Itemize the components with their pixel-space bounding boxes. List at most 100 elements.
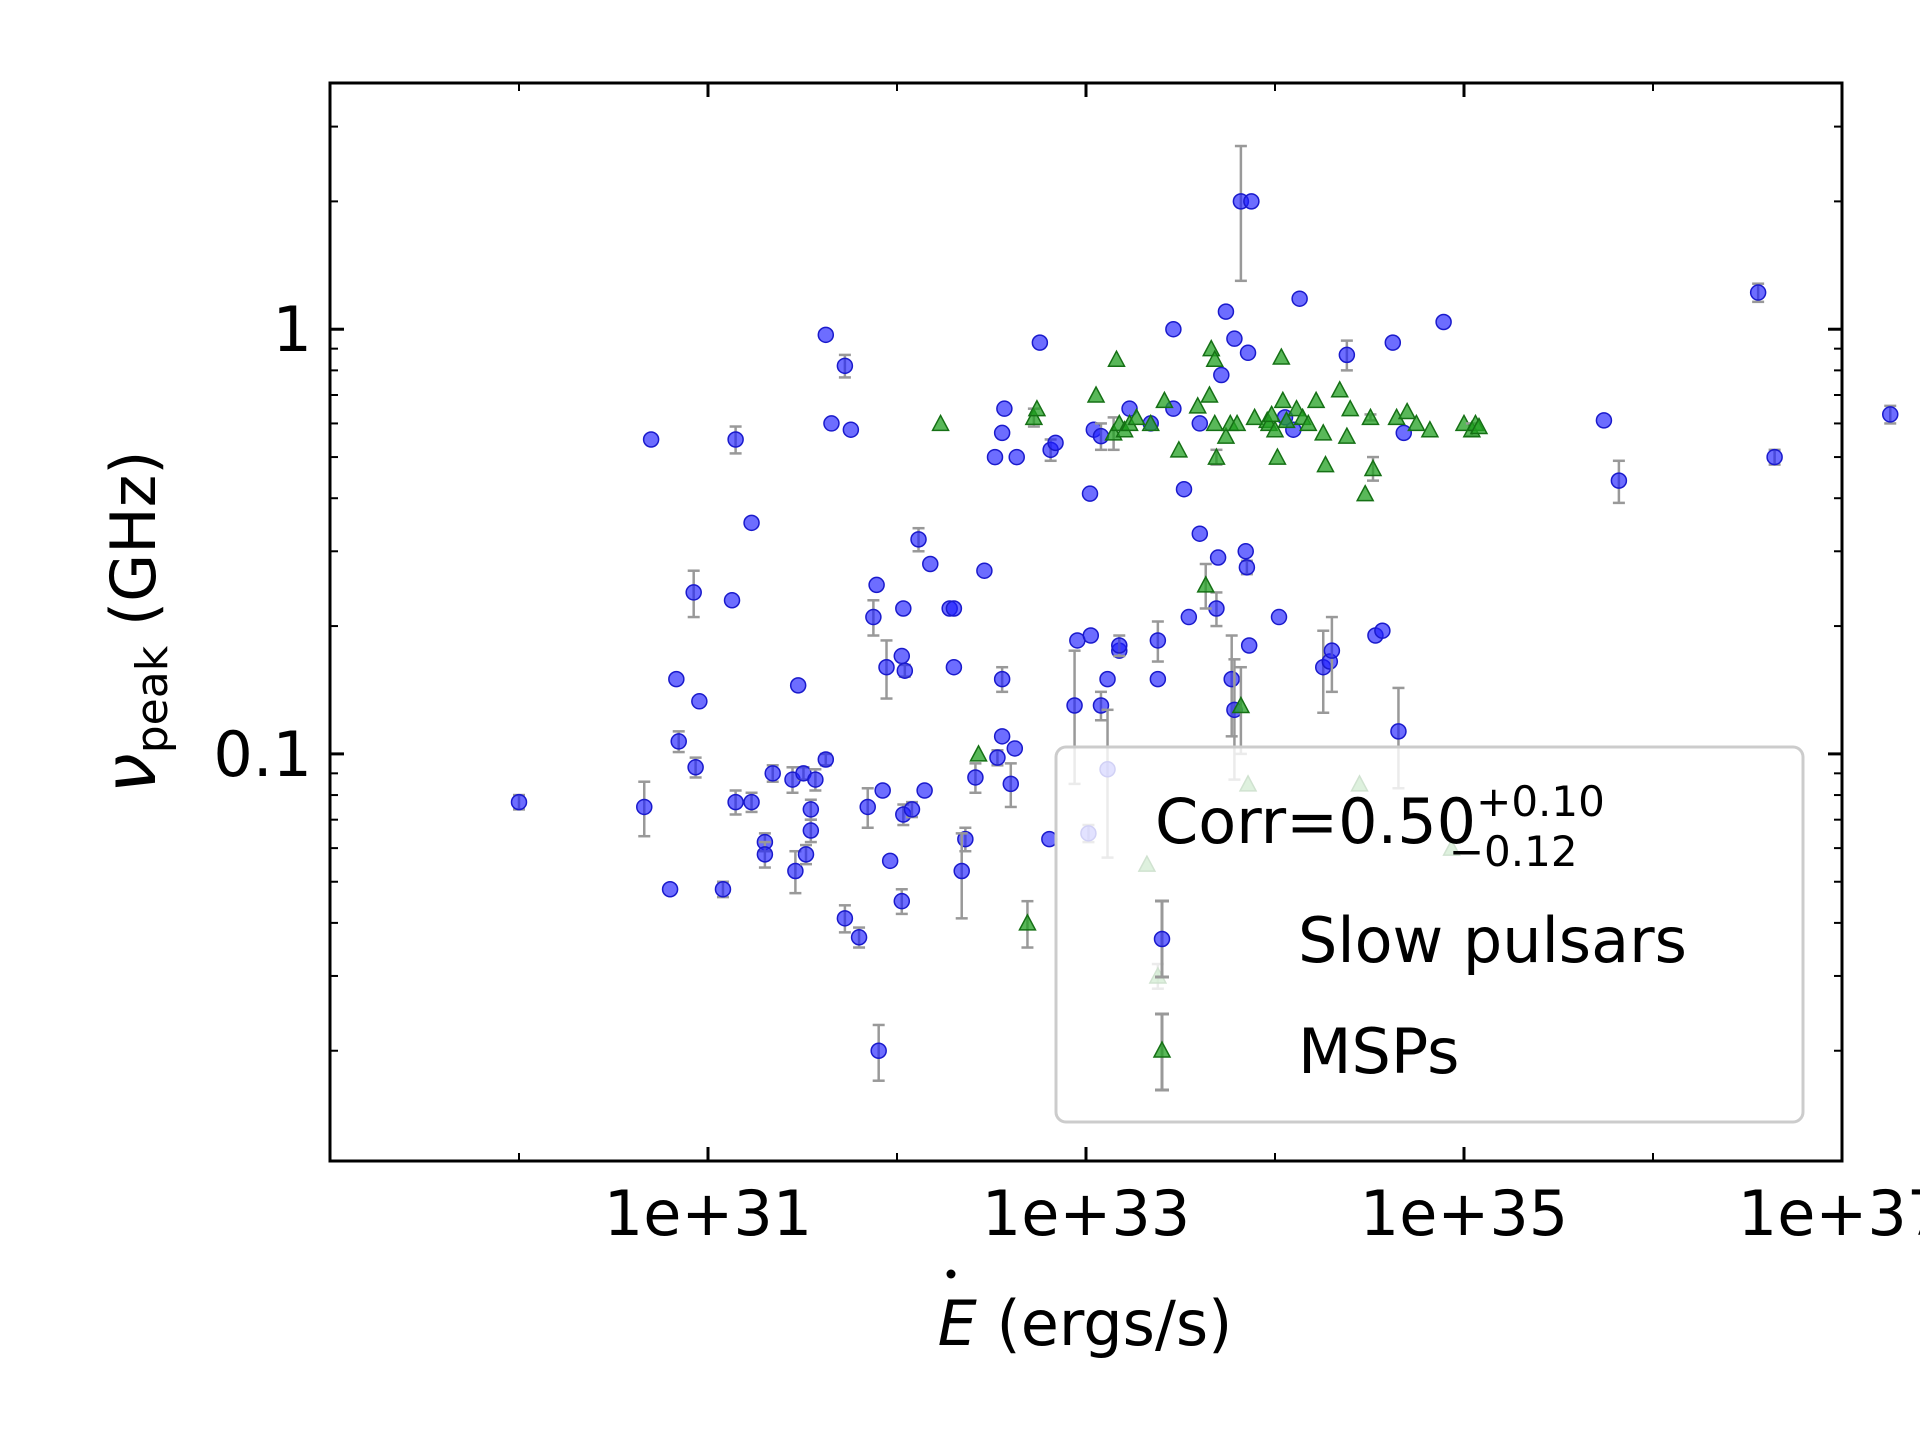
data-point-circle [1031,334,1049,351]
data-point-circle [881,852,899,870]
data-point-circle [1291,290,1308,307]
data-point-circle [691,693,708,710]
data-point-circle [878,658,895,676]
data-point-circle [895,600,912,617]
data-point-circle [996,400,1013,417]
data-point-circle [1002,775,1020,793]
data-point-triangle [1205,349,1225,367]
legend-corr: Corr=0.50+0.10 −0.12 [1155,777,1605,876]
y-tick-label: 0.1 [213,718,312,791]
data-point-triangle [1207,447,1226,465]
data-point-circle [807,771,824,788]
data-point-circle [1099,670,1116,688]
data-point-circle [1226,330,1243,347]
data-point-triangle [1024,407,1044,426]
data-point-circle [896,662,914,679]
data-point-circle [1149,670,1167,688]
legend-marker-circle [1153,930,1171,948]
data-point-circle [1881,406,1899,423]
data-point-triangle [1306,390,1326,409]
data-point-circle [817,751,835,768]
data-point-triangle [1265,420,1285,438]
data-point-circle [910,531,927,548]
data-point-circle [836,357,854,375]
data-point-circle [865,608,882,626]
data-point-circle [1191,525,1209,542]
data-point-circle [1390,723,1407,740]
data-point-circle [1240,637,1258,654]
data-point-circle [1149,632,1167,649]
x-tick-label: 1e+31 [604,1177,812,1250]
data-point-circle [903,801,921,818]
data-point-circle [1323,642,1341,659]
data-point-circle [802,801,820,818]
data-point-triangle [1086,385,1106,403]
data-point-triangle [1169,440,1189,458]
data-point-triangle [1027,399,1047,417]
data-point-circle [868,576,885,594]
data-point-circle [727,793,744,811]
x-tick-label: 1e+33 [982,1177,1190,1250]
data-point-circle [723,592,741,609]
data-point-circle [953,862,970,880]
data-point-circle [789,677,807,694]
data-point-circle [661,881,679,898]
data-point-circle [874,782,891,799]
data-point-circle [797,846,815,863]
data-point-circle [1749,284,1767,301]
data-point-triangle [1407,413,1426,432]
data-point-triangle [1361,407,1380,426]
data-point-circle [756,846,774,863]
legend-entry-msps: MSPs [1152,1012,1459,1092]
data-point-circle [670,733,687,750]
data-point-triangle [1397,401,1417,420]
data-point-triangle [1277,410,1296,429]
data-point-circle [668,670,685,688]
data-point-circle [787,862,804,880]
data-point-circle [870,1042,887,1059]
data-point-triangle [969,744,988,762]
data-point-circle [1435,313,1452,331]
data-point-circle [1384,334,1402,351]
data-point-triangle [1216,426,1236,444]
data-point-triangle [1231,695,1251,714]
data-point-circle [687,759,704,776]
data-point-circle [1610,472,1628,489]
data-point-triangle [1469,416,1489,435]
data-point-circle [1766,448,1783,466]
data-point-circle [823,415,840,432]
data-point-circle [1217,303,1235,320]
data-point-circle [1270,608,1288,626]
data-point-triangle [1355,484,1375,502]
x-axis-label: E (ergs/s) [938,1269,1233,1360]
x-tick-label: 1e+37 [1738,1177,1920,1250]
data-point-triangle [1127,407,1146,426]
data-point-circle [922,555,939,573]
data-point-triangle [1155,390,1174,409]
data-point-triangle [1245,407,1264,426]
svg-text:E (ergs/s): E (ergs/s) [938,1287,1233,1360]
data-point-triangle [1420,420,1440,438]
data-point-triangle [1196,575,1215,593]
data-point-circle [976,562,993,579]
data-point-circle [1082,627,1100,644]
data-point-circle [893,892,911,910]
data-point-triangle [1340,399,1360,417]
data-point-circle [1374,622,1391,639]
data-point-circle [727,431,744,448]
data-point-circle [636,798,653,816]
data-point-triangle [931,413,950,432]
data-point-circle [945,600,963,617]
data-point-circle [993,670,1011,688]
data-point-circle [510,793,528,811]
data-point-circle [1165,320,1182,338]
data-point-circle [1180,608,1198,626]
legend-label-slow-pulsars: Slow pulsars [1298,904,1687,977]
data-point-triangle [1018,913,1037,931]
data-point-circle [989,749,1006,766]
data-point-circle [1223,670,1240,688]
data-point-circle [1066,697,1083,714]
data-point-triangle [1337,426,1357,444]
